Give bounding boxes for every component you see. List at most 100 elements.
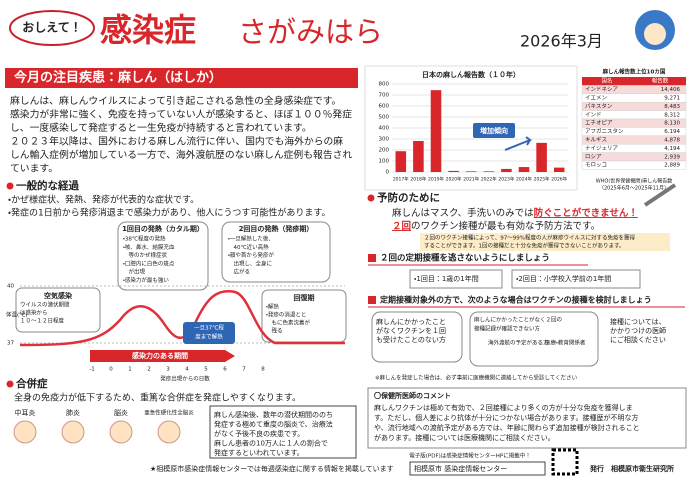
bar <box>395 151 407 172</box>
stage1-title: 1回目の発熱（カタル期） <box>122 224 204 233</box>
dip-box <box>183 322 235 344</box>
text-line: 麻しんワクチンは極めて有効で、２回接種により多くの方が十分な免疫を獲得しま <box>374 403 633 412</box>
table-cell: アフガニスタン <box>585 127 624 135</box>
table-cell: キルギス <box>585 137 607 144</box>
x-tick: 3 <box>166 367 170 373</box>
case-box <box>371 311 463 363</box>
air-box <box>15 287 101 333</box>
x-tick: 4 <box>185 367 189 373</box>
prev-text: のワクチン接種が最も有効な予防方法です。 <box>411 220 600 232</box>
comp-icon <box>13 420 37 444</box>
prev-heading: 予防のために <box>377 191 440 204</box>
example: 医療・教育関係者 <box>545 339 586 347</box>
table-cell: 2,889 <box>664 163 680 169</box>
table-cell: エチオピア <box>585 120 613 127</box>
table-cell: モロッコ <box>585 162 607 169</box>
fever-curve <box>19 290 345 347</box>
y-tick-label: 100 <box>379 159 390 165</box>
text-line: 40℃近い高熱 <box>228 243 269 251</box>
text-line: ・感染力が最も強い <box>123 276 169 284</box>
text-line: WHO(世界保健機関)麻しん報告数 <box>596 177 673 184</box>
text-line: があります。接種については医療機関にご相談ください。 <box>374 433 555 442</box>
notice: ★相模原市感染症情報センターでは毎週感染症に関する情報を掲載しています <box>150 464 394 473</box>
text-line: ・38℃程度の発熱 <box>123 235 166 243</box>
y-tick-label: 600 <box>379 104 390 110</box>
text-line: もに色素沈着が <box>266 319 311 327</box>
bar <box>430 90 442 172</box>
qr-code <box>551 448 579 476</box>
text-line: がなくワクチンを１回 <box>376 326 446 335</box>
text-line: がなく予後不良の疾患です。 <box>214 429 304 438</box>
bar <box>501 168 512 172</box>
infectious-text: 感染力のある期間 <box>132 351 188 360</box>
x-tick: 6 <box>223 367 227 373</box>
x-tick-label: 2024年 <box>516 176 532 183</box>
x-tick-label: 2022年 <box>481 176 497 183</box>
x-tick: 7 <box>242 367 246 373</box>
prev-note-box <box>420 233 670 251</box>
table-cell: 4,194 <box>664 146 680 152</box>
date: 2026年3月 <box>520 32 603 51</box>
table-cell: ロシア <box>585 153 602 160</box>
table-cell: 6,194 <box>664 129 680 135</box>
dip-text: 一旦37℃程 <box>194 324 224 332</box>
table-cell: ナイジェリア <box>585 145 619 152</box>
chart-title: 日本の麻しん報告数（１０年） <box>422 70 520 79</box>
schedule-heading: ２回の定期接種を逃さないようにしましょう <box>380 253 550 264</box>
text-line: が出現 <box>123 268 146 276</box>
comp-lead: 全身の免疫力が低下するため、重篤な合併症を発症しやすくなります。 <box>14 392 301 404</box>
comp-icon <box>109 420 133 444</box>
comp-note-box <box>209 405 357 459</box>
text-line: （2025年6月～2025年11月） <box>599 184 669 191</box>
y-tick: 40 <box>7 284 14 290</box>
x-tick-label: 2019年 <box>428 176 444 183</box>
x-tick-label: 2026年 <box>551 176 567 183</box>
title: 感染症 <box>100 11 196 49</box>
x-tick-label: 2025年 <box>534 176 550 183</box>
y-tick: 37 <box>7 341 14 347</box>
y-label: 体温(℃) <box>6 311 27 319</box>
example: 海外渡航の予定がある方 <box>488 339 549 347</box>
y-tick-label: 700 <box>379 93 390 99</box>
x-ticks: -1 0 1 2 3 4 5 6 7 8 <box>89 367 265 373</box>
comp-item: 脳炎 <box>114 408 128 417</box>
dot <box>6 380 14 388</box>
schedule-item: ・2回目：小学校入学前の1年間 <box>516 274 611 283</box>
text-line: は感染から <box>20 309 48 317</box>
search-text: 相模原市 感染症情報センター <box>414 464 507 473</box>
text-line: 広がる <box>228 268 250 276</box>
y-tick-label: 300 <box>379 137 390 143</box>
course-bullet: ・発症の1日前から発疹消退まで感染力があり、他人にうつす可能性があります。 <box>8 207 331 219</box>
table-head: 報告数 <box>652 77 669 85</box>
y-tick-label: 0 <box>386 170 390 176</box>
comp-items: 中耳炎 肺炎 脳炎 亜急性硬化性全脳炎 <box>13 408 194 444</box>
text-line: 残る <box>266 327 283 335</box>
stage1-lines: ・38℃程度の発熱・咳、鼻水、結膜充血 等のかぜ様症状・口腔内に白色の斑点 が出… <box>123 235 175 285</box>
y-tick-label: 800 <box>379 82 390 88</box>
x-tick-label: 2017年 <box>393 176 409 183</box>
x-tick-label: 2018年 <box>410 176 426 183</box>
chart: 0 100 200 300 400 500 600 700 800 2017年 2018年 2019年… <box>379 82 568 183</box>
x-label: 発疹出現からの日数 <box>160 375 210 383</box>
text-line: 等のかぜ様症状 <box>123 251 168 259</box>
recovery-lines: ・解熱・発疹の消退とと もに色素沈着が 残る <box>266 303 311 335</box>
comment-heading: 〇保健所医師のコメント <box>374 391 451 400</box>
air-title: 空気感染 <box>44 291 73 300</box>
prev-line1: 麻しんはマスク、手洗いのみでは防ぐことができません！ <box>392 207 638 219</box>
text-line: ・顔や首から発疹が <box>228 251 274 259</box>
text-line: 感染力が非常に強く、免疫を持っていない人が感染すると、ほぼ１００％発症 <box>10 108 352 121</box>
comp-note: 麻しん感染後、数年の潜伏期間ののち発症する極めて重度の脳炎で、治療法がなく予後不… <box>214 410 333 457</box>
badge-text: おしえて！ <box>22 21 81 35</box>
dot <box>6 182 14 190</box>
text-line: 接種記録が確認できない方 <box>474 325 541 333</box>
text-line: 発症する極めて重度の脳炎で、治療法 <box>214 420 333 429</box>
comment-lines: 麻しんワクチンは極めて有効で、２回接種により多くの方が十分な免疫を獲得します。た… <box>374 403 640 442</box>
text-line: や、流行地域への渡航予定がある方では、年齢に関わらず追加接種が検討されること <box>374 423 640 432</box>
x-tick: -1 <box>89 367 94 373</box>
comp-item: 肺炎 <box>66 409 80 417</box>
subtitle: さがみはら <box>238 15 383 49</box>
text-line: 麻しん感染後、数年の潜伏期間ののち <box>214 410 333 419</box>
table-cell: 8,130 <box>664 121 680 127</box>
feature-bar <box>5 68 358 88</box>
search-box[interactable] <box>409 461 546 476</box>
